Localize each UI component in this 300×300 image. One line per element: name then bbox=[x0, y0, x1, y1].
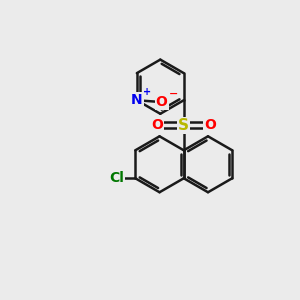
Text: +: + bbox=[143, 87, 151, 97]
Text: N: N bbox=[131, 93, 143, 107]
Text: O: O bbox=[204, 118, 216, 132]
Text: −: − bbox=[169, 88, 178, 98]
Text: S: S bbox=[178, 118, 189, 133]
Text: Cl: Cl bbox=[109, 171, 124, 185]
Text: O: O bbox=[151, 118, 163, 132]
Text: O: O bbox=[156, 95, 167, 109]
